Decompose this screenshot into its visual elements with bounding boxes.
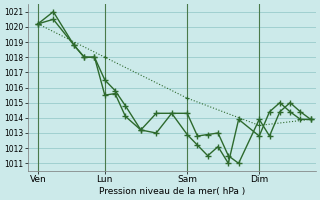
X-axis label: Pression niveau de la mer( hPa ): Pression niveau de la mer( hPa ) [99, 187, 245, 196]
